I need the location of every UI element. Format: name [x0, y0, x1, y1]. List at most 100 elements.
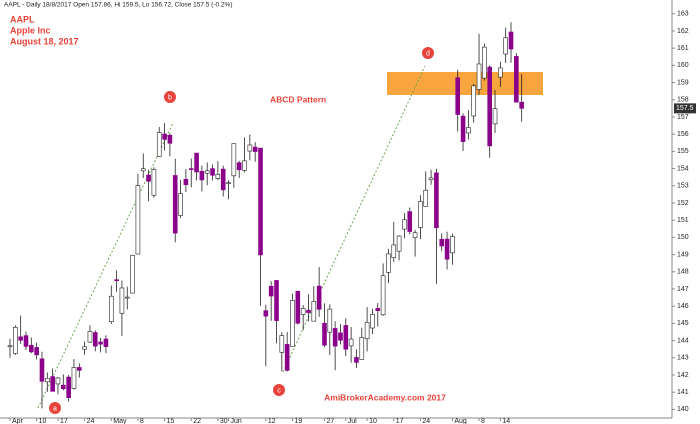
candle-body	[402, 219, 407, 230]
x-tick-label: 19	[294, 418, 302, 424]
candle-body	[348, 338, 354, 347]
candle-body	[92, 332, 98, 347]
candle-body	[482, 46, 487, 79]
candle-body	[247, 144, 253, 152]
candle-body	[204, 170, 210, 174]
candle-body	[295, 290, 301, 324]
candle-body	[114, 279, 119, 281]
y-tick-label: 144	[677, 337, 689, 344]
candle-body	[514, 56, 519, 103]
x-tick-label: 8	[140, 418, 144, 424]
candle-body	[29, 344, 34, 353]
candle-body	[519, 101, 524, 109]
y-tick-label: 153	[677, 183, 689, 190]
y-tick-label: 150	[677, 234, 689, 241]
y-tick-label: 154	[677, 165, 689, 172]
candle-body	[338, 332, 343, 341]
pattern-point-label: d	[426, 50, 430, 57]
y-tick-label: 147	[677, 286, 689, 293]
candle-body	[498, 67, 503, 78]
candle-body	[156, 132, 162, 157]
resistance-zone	[387, 72, 543, 95]
pattern-point	[49, 402, 61, 414]
y-tick-label: 163	[677, 11, 689, 18]
candle-body	[13, 327, 18, 354]
candle-body	[87, 331, 93, 343]
x-tick-label: 15	[167, 418, 175, 424]
candle-body	[146, 174, 151, 182]
candle-body	[407, 211, 413, 232]
candle-body	[450, 236, 455, 254]
candle-body	[210, 168, 215, 176]
candle-body	[354, 357, 359, 363]
candle-body	[50, 376, 55, 392]
candle-body	[279, 335, 285, 353]
pattern-point	[422, 47, 434, 59]
pattern-point	[273, 384, 285, 396]
candle-body	[322, 322, 327, 346]
candle-body	[162, 133, 167, 140]
candle-body	[34, 347, 39, 356]
candle-body	[434, 172, 439, 229]
x-tick-label: 27	[326, 418, 334, 424]
x-tick-label: 14	[502, 418, 510, 424]
chart-header: AAPL - Daily 18/8/2017 Open 157.86, Hi 1…	[4, 2, 233, 9]
candle-body	[45, 378, 50, 383]
candle-body	[199, 171, 205, 181]
candle-body	[439, 238, 445, 247]
pattern-label: ABCD Pattern	[270, 94, 326, 104]
candle-body	[471, 85, 477, 117]
x-tick-label: 10	[369, 418, 377, 424]
candle-body	[300, 308, 306, 315]
candle-body	[423, 189, 429, 207]
candle-body	[444, 238, 450, 260]
trend-line-ab	[37, 122, 174, 409]
candle-body	[306, 309, 311, 313]
pattern-point-label: a	[53, 405, 57, 412]
x-tick-label: 12	[268, 418, 276, 424]
candle-body	[39, 358, 45, 382]
y-tick-label: 161	[677, 45, 689, 52]
candle-body	[236, 162, 242, 171]
x-tick-label: Apr	[12, 418, 24, 424]
candle-body	[220, 168, 226, 191]
candle-body	[290, 300, 295, 347]
y-tick-label: 149	[677, 251, 689, 258]
x-tick-label: 10	[39, 418, 47, 424]
chart-subtitle: Apple Inc	[10, 25, 51, 35]
x-tick-label: Jun	[231, 418, 242, 424]
x-tick-label: 24	[87, 418, 95, 424]
candle-body	[71, 367, 77, 389]
y-tick-label: 152	[677, 200, 689, 207]
candle-body	[343, 325, 349, 350]
y-tick-label: 145	[677, 320, 689, 327]
candle-body	[380, 275, 386, 316]
candle-body	[140, 168, 146, 172]
pattern-point-label: c	[277, 387, 281, 394]
y-tick-label: 146	[677, 303, 689, 310]
candle-body	[151, 169, 157, 196]
candle-body	[311, 301, 317, 322]
candle-body	[135, 185, 141, 255]
candle-body	[364, 322, 370, 340]
y-tick-label: 142	[677, 372, 689, 379]
candle-body	[231, 143, 237, 177]
x-tick-label: 22	[193, 418, 201, 424]
candle-body	[82, 346, 87, 350]
candle-body	[76, 367, 82, 371]
candle-body	[359, 337, 365, 360]
pattern-point-label: b	[168, 94, 172, 101]
candle-body	[370, 313, 375, 329]
candle-body	[396, 235, 402, 252]
chart-date: August 18, 2017	[10, 36, 79, 46]
y-tick-label: 156	[677, 131, 689, 138]
candle-body	[503, 37, 508, 55]
trend-line-cd	[282, 65, 426, 373]
candle-body	[7, 345, 13, 348]
candle-body	[386, 253, 391, 273]
candle-body	[178, 193, 183, 216]
candle-body	[455, 77, 461, 115]
candle-body	[18, 336, 23, 341]
y-tick-label: 151	[677, 217, 689, 224]
candle-body	[412, 232, 418, 238]
